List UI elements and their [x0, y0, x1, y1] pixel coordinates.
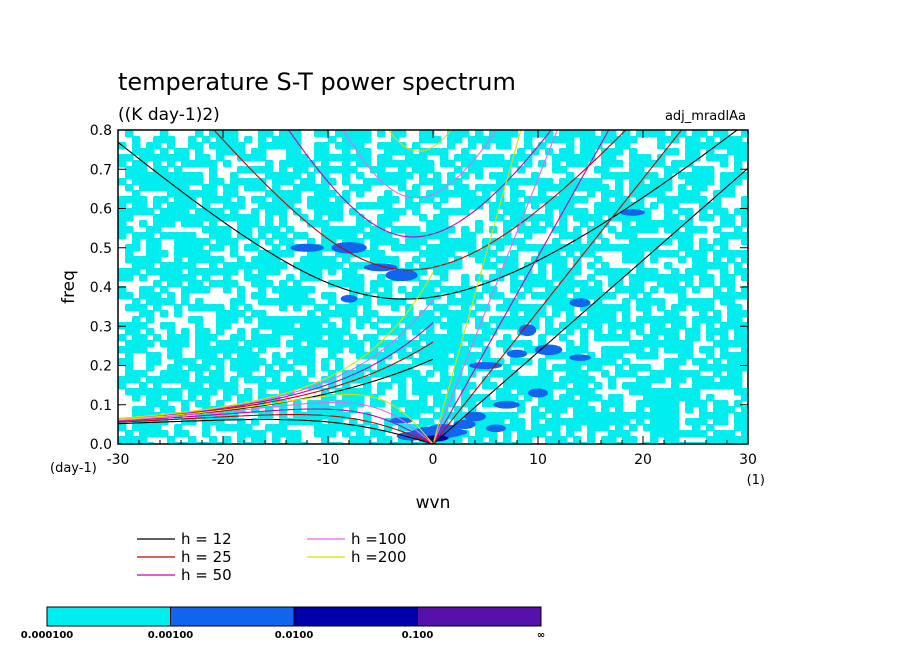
legend-label: h =200 — [351, 548, 406, 566]
x-axis-label: wvn — [416, 493, 451, 513]
curve-h200-kelvin — [432, 130, 522, 444]
color-scale-label: 0.000100 — [21, 630, 74, 641]
curve-h50-inertio-gravity — [287, 130, 552, 238]
x-tick-label: 20 — [634, 452, 652, 468]
color-scale-segment — [46, 606, 171, 627]
curve-h200-mixed-rossby-gravity — [118, 272, 434, 419]
y-tick-label: 0.1 — [90, 398, 112, 414]
spectrum-patch — [290, 243, 324, 252]
x-tick-label: 30 — [739, 452, 757, 468]
curve-h25-inertio-gravity — [213, 130, 627, 271]
legend-label: h = 12 — [181, 530, 232, 548]
x-unit-label: (1) — [747, 473, 765, 488]
curve-h100-kelvin — [432, 130, 558, 444]
color-scale-label: 0.100 — [402, 630, 434, 641]
curve-h100-rossby — [118, 401, 434, 444]
dispersion-curves — [118, 130, 748, 444]
spectrum-patch — [506, 349, 528, 358]
run-label: adj_mradlAa — [665, 109, 746, 124]
legend-label: h = 25 — [181, 548, 232, 566]
color-scale-label: ∞ — [537, 630, 545, 641]
curve-h12-kelvin — [432, 167, 748, 444]
y-tick-label: 0.4 — [90, 280, 112, 296]
spectrum-patch — [569, 298, 591, 308]
y-unit-label: (day-1) — [50, 461, 97, 476]
curve-h12-rossby — [118, 418, 434, 444]
color-scale-bar: 0.000100 0.00100 0.0100 0.100 ∞ — [21, 606, 545, 641]
spectrum-patch — [453, 419, 476, 429]
curve-h12-inertio-gravity — [118, 130, 739, 300]
color-scale-segment — [293, 606, 418, 627]
legend-label: h = 50 — [181, 566, 232, 584]
spectrum-patch — [363, 263, 398, 272]
legend-label: h =100 — [351, 530, 406, 548]
y-tick-label: 0.2 — [90, 359, 112, 375]
spectrum-patch — [569, 354, 591, 361]
x-tick-label: -30 — [107, 452, 130, 468]
chart-subtitle: ((K day-1)2) — [118, 105, 220, 125]
x-tick-label: -10 — [317, 452, 340, 468]
spectrum-patch — [385, 269, 418, 282]
y-tick-label: 0.6 — [90, 202, 112, 218]
chart-title: temperature S-T power spectrum — [118, 68, 516, 96]
curve-h200-inertio-gravity — [387, 130, 452, 152]
y-axis: 0.0 0.1 0.2 0.3 0.4 0.5 0.6 0.7 0.8 — [90, 123, 748, 453]
spectrum-patch — [486, 424, 506, 433]
y-tick-label: 0.8 — [90, 123, 112, 139]
x-tick-label: -20 — [212, 452, 235, 468]
y-tick-label: 0.0 — [90, 437, 112, 453]
x-tick-label: 10 — [529, 452, 547, 468]
spectrum-patch — [493, 400, 520, 409]
color-scale-label: 0.0100 — [275, 630, 314, 641]
spectrum-patch — [620, 209, 645, 216]
spectrum-patch — [534, 344, 563, 356]
spectrum-patch — [340, 294, 358, 303]
spectrum-shading — [118, 130, 748, 444]
x-axis: -30 -20 -10 0 10 20 30 — [107, 130, 757, 468]
curve-h25-kelvin — [432, 130, 683, 444]
curve-h50-kelvin — [432, 130, 610, 444]
curve-h50-rossby — [118, 408, 434, 444]
y-axis-label: freq — [59, 270, 79, 304]
plot-area — [117, 129, 749, 445]
spectrum-patch — [331, 242, 367, 254]
spectrum-patch — [464, 411, 486, 422]
curve-h25-rossby — [118, 414, 434, 444]
spectrum-patch — [518, 324, 537, 337]
color-scale-segment — [170, 606, 295, 627]
curve-h200-rossby — [118, 393, 434, 444]
spectrum-patch — [528, 388, 548, 398]
y-tick-label: 0.5 — [90, 241, 112, 257]
y-tick-label: 0.3 — [90, 319, 112, 335]
y-tick-label: 0.7 — [90, 162, 112, 178]
x-tick-label: 0 — [429, 452, 438, 468]
color-scale-label: 0.00100 — [148, 630, 194, 641]
color-scale-segment — [417, 606, 542, 627]
